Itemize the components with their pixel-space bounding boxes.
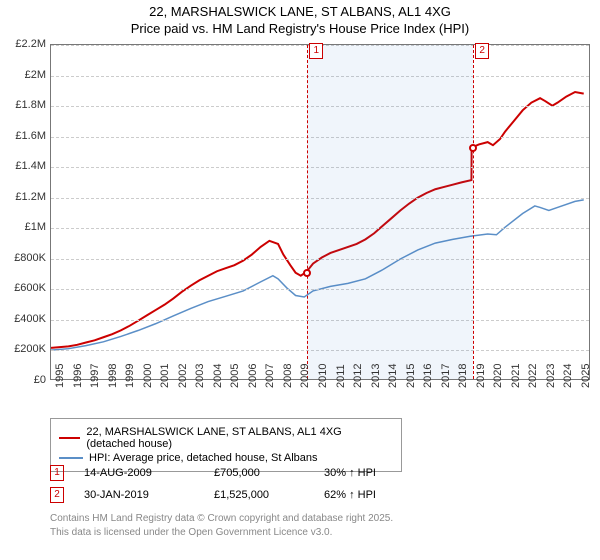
- x-tick-label: 2025: [580, 364, 592, 388]
- x-tick-label: 2001: [159, 364, 171, 388]
- x-tick-label: 2014: [387, 364, 399, 388]
- y-tick-label: £1M: [25, 221, 46, 233]
- y-tick-label: £1.6M: [15, 130, 46, 142]
- tx-flag-icon: 1: [50, 465, 64, 481]
- y-tick-label: £600K: [14, 282, 46, 294]
- footer-attribution: Contains HM Land Registry data © Crown c…: [50, 512, 393, 539]
- footer-line-2: This data is licensed under the Open Gov…: [50, 527, 332, 538]
- x-tick-label: 2024: [562, 364, 574, 388]
- transaction-vline: [307, 45, 308, 379]
- transaction-marker: [469, 144, 477, 152]
- x-tick-label: 2006: [247, 364, 259, 388]
- x-tick-label: 2022: [527, 364, 539, 388]
- x-tick-label: 2007: [264, 364, 276, 388]
- x-tick-label: 2018: [457, 364, 469, 388]
- x-tick-label: 2019: [475, 364, 487, 388]
- title-line-1: 22, MARSHALSWICK LANE, ST ALBANS, AL1 4X…: [149, 4, 451, 19]
- legend-item: 22, MARSHALSWICK LANE, ST ALBANS, AL1 4X…: [59, 426, 393, 450]
- tx-price: £1,525,000: [214, 489, 304, 501]
- y-tick-label: £1.2M: [15, 191, 46, 203]
- tx-date: 14-AUG-2009: [84, 467, 194, 479]
- footer-line-1: Contains HM Land Registry data © Crown c…: [50, 513, 393, 524]
- x-tick-label: 2013: [370, 364, 382, 388]
- transaction-flag: 1: [309, 43, 323, 59]
- tx-flag-icon: 2: [50, 487, 64, 503]
- x-tick-label: 2012: [352, 364, 364, 388]
- y-tick-label: £400K: [14, 313, 46, 325]
- transaction-row: 1 14-AUG-2009 £705,000 30% ↑ HPI: [50, 462, 414, 484]
- x-tick-label: 2009: [299, 364, 311, 388]
- title-line-2: Price paid vs. HM Land Registry's House …: [131, 21, 469, 36]
- x-tick-label: 2010: [317, 364, 329, 388]
- tx-pct: 30% ↑ HPI: [324, 467, 414, 479]
- y-tick-label: £1.8M: [15, 99, 46, 111]
- x-tick-label: 2023: [545, 364, 557, 388]
- x-tick-label: 1997: [89, 364, 101, 388]
- chart-title: 22, MARSHALSWICK LANE, ST ALBANS, AL1 4X…: [0, 0, 600, 38]
- x-tick-label: 2021: [510, 364, 522, 388]
- y-tick-label: £200K: [14, 343, 46, 355]
- x-tick-label: 2011: [335, 364, 347, 388]
- tx-pct: 62% ↑ HPI: [324, 489, 414, 501]
- y-tick-label: £2M: [25, 69, 46, 81]
- x-tick-label: 1998: [107, 364, 119, 388]
- x-tick-label: 2005: [229, 364, 241, 388]
- transaction-row: 2 30-JAN-2019 £1,525,000 62% ↑ HPI: [50, 484, 414, 506]
- x-tick-label: 2015: [405, 364, 417, 388]
- transaction-flag: 2: [475, 43, 489, 59]
- x-tick-label: 2016: [422, 364, 434, 388]
- plot-region: 12: [50, 44, 590, 380]
- y-tick-label: £1.4M: [15, 160, 46, 172]
- x-tick-label: 1995: [54, 364, 66, 388]
- legend-swatch: [59, 437, 80, 439]
- shaded-period: [307, 45, 473, 379]
- x-tick-label: 1999: [124, 364, 136, 388]
- x-tick-label: 2002: [177, 364, 189, 388]
- transaction-table: 1 14-AUG-2009 £705,000 30% ↑ HPI 2 30-JAN-201…: [50, 462, 414, 506]
- x-tick-label: 2017: [440, 364, 452, 388]
- legend-label: 22, MARSHALSWICK LANE, ST ALBANS, AL1 4X…: [86, 426, 393, 450]
- x-tick-label: 2003: [194, 364, 206, 388]
- chart-container: 22, MARSHALSWICK LANE, ST ALBANS, AL1 4X…: [0, 0, 600, 560]
- y-tick-label: £2.2M: [15, 38, 46, 50]
- x-tick-label: 2000: [142, 364, 154, 388]
- transaction-vline: [473, 45, 474, 379]
- legend-swatch: [59, 457, 83, 459]
- x-tick-label: 1996: [72, 364, 84, 388]
- y-tick-label: £800K: [14, 252, 46, 264]
- x-tick-label: 2008: [282, 364, 294, 388]
- tx-date: 30-JAN-2019: [84, 489, 194, 501]
- x-tick-label: 2020: [492, 364, 504, 388]
- transaction-marker: [303, 269, 311, 277]
- y-tick-label: £0: [34, 374, 46, 386]
- chart-area: 12 £0£200K£400K£600K£800K£1M£1.2M£1.4M£1…: [0, 40, 600, 410]
- tx-price: £705,000: [214, 467, 304, 479]
- x-tick-label: 2004: [212, 364, 224, 388]
